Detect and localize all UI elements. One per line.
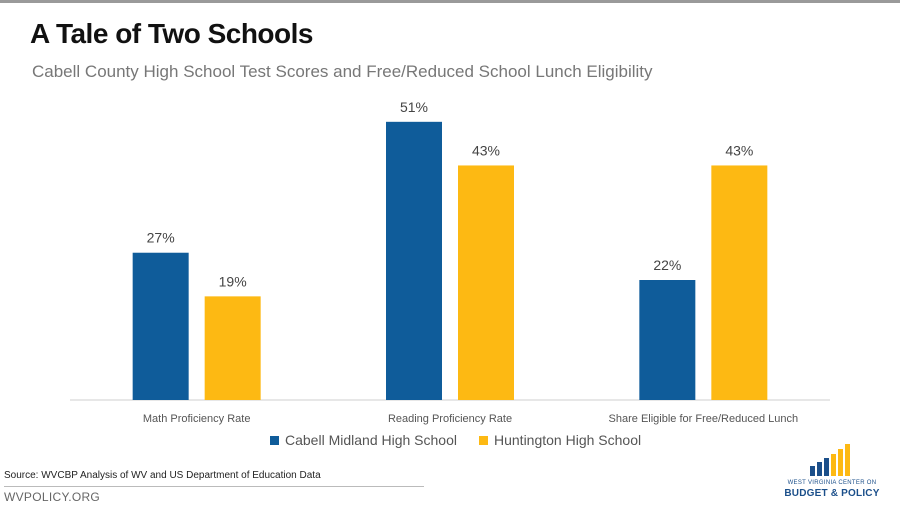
legend-item-cabell-midland: Cabell Midland High School (270, 432, 457, 448)
category-label-2: Share Eligible for Free/Reduced Lunch (609, 413, 799, 425)
bar-series1-cat1 (458, 165, 514, 400)
source-note: Source: WVCBP Analysis of WV and US Depa… (4, 470, 321, 481)
logo-text-line1: WEST VIRGINIA CENTER ON (787, 480, 877, 486)
chart-title: A Tale of Two Schools (30, 18, 314, 49)
bar-series1-cat2 (711, 165, 768, 400)
category-label-1: Reading Proficiency Rate (388, 413, 512, 425)
bar-series1-cat0 (204, 296, 261, 400)
bar-series0-cat0 (132, 252, 189, 400)
legend-swatch-huntington (479, 435, 488, 445)
bar-series0-cat2 (639, 280, 696, 400)
site-url: WVPOLICY.ORG (4, 490, 101, 504)
data-label-series1-cat2: 43% (725, 142, 753, 158)
legend-swatch-cabell-midland (270, 435, 279, 445)
logo-text-line2: BUDGET & POLICY (784, 488, 880, 499)
data-label-series1-cat0: 19% (219, 273, 247, 289)
wvcbp-logo: WEST VIRGINIA CENTER ON BUDGET & POLICY (776, 440, 888, 502)
data-label-series0-cat1: 51% (400, 99, 428, 115)
logo-bars-icon (810, 444, 850, 476)
chart-subtitle: Cabell County High School Test Scores an… (32, 62, 653, 81)
legend-item-huntington: Huntington High School (479, 432, 641, 448)
source-divider (4, 486, 424, 487)
chart-legend: Cabell Midland High School Huntington Hi… (270, 430, 641, 450)
bar-chart: 27% 19% Math Proficiency Rate 51% 43% Reading… (70, 99, 830, 425)
data-label-series0-cat0: 27% (147, 230, 175, 246)
category-label-0: Math Proficiency Rate (143, 413, 251, 425)
legend-label-cabell-midland: Cabell Midland High School (285, 432, 457, 448)
data-label-series0-cat2: 22% (653, 257, 681, 273)
top-rule (0, 0, 900, 3)
data-label-series1-cat1: 43% (472, 142, 500, 158)
legend-label-huntington: Huntington High School (494, 432, 642, 448)
bar-series0-cat1 (386, 121, 442, 401)
